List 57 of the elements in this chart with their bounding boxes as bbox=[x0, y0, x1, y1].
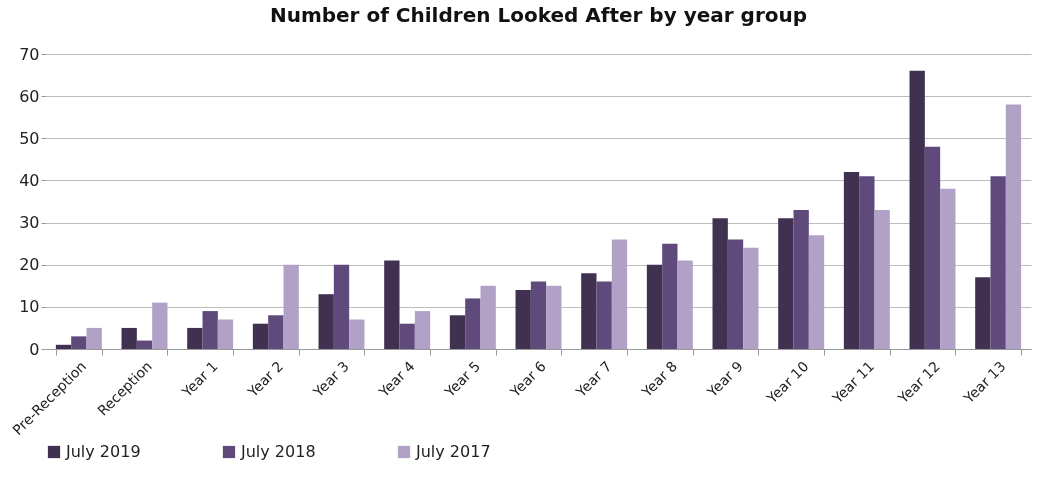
bar bbox=[217, 319, 234, 349]
bar bbox=[530, 281, 547, 349]
y-tick-label: 20 bbox=[19, 255, 40, 275]
bar bbox=[86, 327, 102, 349]
bar bbox=[152, 302, 168, 349]
bar bbox=[778, 218, 794, 349]
bar bbox=[874, 209, 890, 349]
bar bbox=[399, 323, 415, 349]
bar bbox=[449, 315, 466, 349]
y-tick-label: 40 bbox=[19, 170, 40, 190]
bar bbox=[187, 327, 203, 349]
bar bbox=[843, 172, 860, 349]
y-tick-label: 0 bbox=[29, 339, 40, 359]
bar bbox=[384, 260, 400, 349]
bar bbox=[940, 188, 956, 349]
bar bbox=[611, 239, 628, 349]
bar bbox=[662, 243, 678, 349]
bar bbox=[136, 340, 153, 349]
bar bbox=[677, 260, 693, 349]
bar bbox=[1005, 104, 1022, 349]
y-tick-label: 10 bbox=[19, 297, 40, 317]
bar bbox=[909, 70, 925, 349]
chart-title: Number of Children Looked After by year group bbox=[269, 3, 808, 27]
bar bbox=[727, 239, 744, 349]
bar bbox=[975, 277, 991, 349]
bar bbox=[333, 264, 350, 349]
bar bbox=[596, 281, 612, 349]
bar bbox=[252, 323, 269, 349]
bar bbox=[546, 285, 562, 349]
bar bbox=[71, 336, 87, 349]
bar bbox=[121, 327, 137, 349]
bar bbox=[924, 146, 941, 349]
bar bbox=[465, 298, 481, 349]
bar bbox=[202, 311, 218, 349]
y-tick-label: 70 bbox=[19, 44, 40, 64]
bar bbox=[808, 235, 825, 349]
bar bbox=[712, 218, 728, 349]
bar bbox=[581, 273, 597, 349]
legend-label: July 2018 bbox=[240, 442, 316, 461]
bar bbox=[318, 294, 334, 349]
legend-label: July 2019 bbox=[65, 442, 141, 461]
bar bbox=[283, 264, 299, 349]
bar bbox=[349, 319, 365, 349]
bar bbox=[515, 290, 531, 349]
bar bbox=[743, 247, 759, 349]
bar bbox=[414, 311, 431, 349]
bar bbox=[480, 285, 496, 349]
bar bbox=[268, 315, 284, 349]
legend-label: July 2017 bbox=[415, 442, 491, 461]
bar bbox=[646, 264, 663, 349]
bar bbox=[55, 344, 72, 349]
bar bbox=[859, 176, 875, 349]
y-tick-label: 50 bbox=[19, 128, 40, 148]
bar bbox=[793, 209, 809, 349]
bar bbox=[990, 176, 1006, 349]
y-tick-label: 30 bbox=[19, 213, 40, 233]
y-tick-label: 60 bbox=[19, 86, 40, 106]
